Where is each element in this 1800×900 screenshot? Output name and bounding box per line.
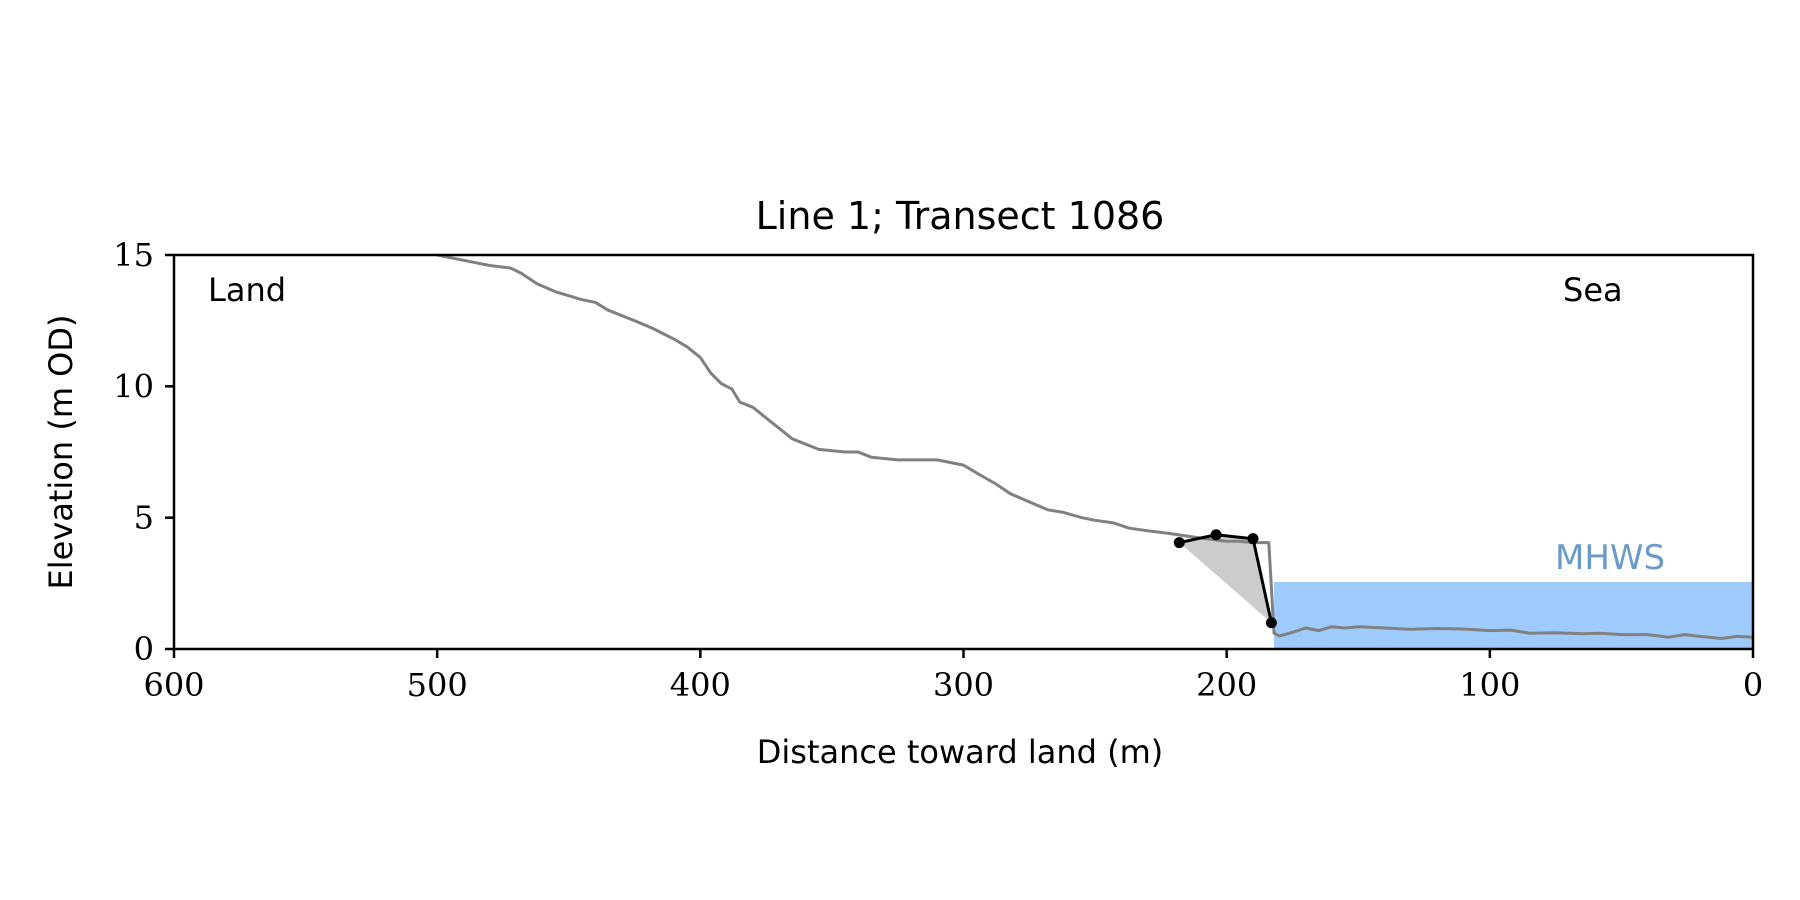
y-axis-label: Elevation (m OD) bbox=[42, 315, 80, 590]
y-tick-label: 0 bbox=[134, 630, 154, 668]
land-label: Land bbox=[208, 271, 286, 309]
sea-label: Sea bbox=[1563, 271, 1623, 309]
profile-line bbox=[436, 253, 1754, 640]
cliff-marker bbox=[1173, 537, 1185, 549]
mhws-label: MHWS bbox=[1555, 538, 1665, 578]
cliff-loss-area bbox=[1179, 534, 1272, 623]
chart-title: Line 1; Transect 1086 bbox=[756, 194, 1165, 238]
y-tick-label: 10 bbox=[113, 367, 154, 405]
cliff-marker bbox=[1210, 529, 1222, 541]
x-tick-label: 500 bbox=[407, 666, 468, 704]
x-axis-label: Distance toward land (m) bbox=[757, 733, 1163, 771]
x-tick-label: 400 bbox=[670, 666, 731, 704]
x-tick-label: 600 bbox=[143, 666, 204, 704]
cliff-markers bbox=[1173, 529, 1277, 629]
y-axis-ticks: 0 5 10 15 bbox=[113, 236, 174, 668]
cliff-line bbox=[1178, 533, 1273, 624]
x-tick-label: 200 bbox=[1196, 666, 1257, 704]
cliff-marker bbox=[1247, 533, 1259, 545]
y-tick-label: 15 bbox=[113, 236, 154, 274]
cliff-marker bbox=[1265, 617, 1277, 629]
x-axis-ticks: 600 500 400 300 200 100 0 bbox=[143, 649, 1763, 704]
x-tick-label: 0 bbox=[1743, 666, 1763, 704]
mhws-band bbox=[1274, 582, 1753, 649]
plot-area bbox=[172, 253, 1755, 651]
x-tick-label: 100 bbox=[1459, 666, 1520, 704]
x-tick-label: 300 bbox=[933, 666, 994, 704]
y-tick-label: 5 bbox=[134, 499, 154, 537]
